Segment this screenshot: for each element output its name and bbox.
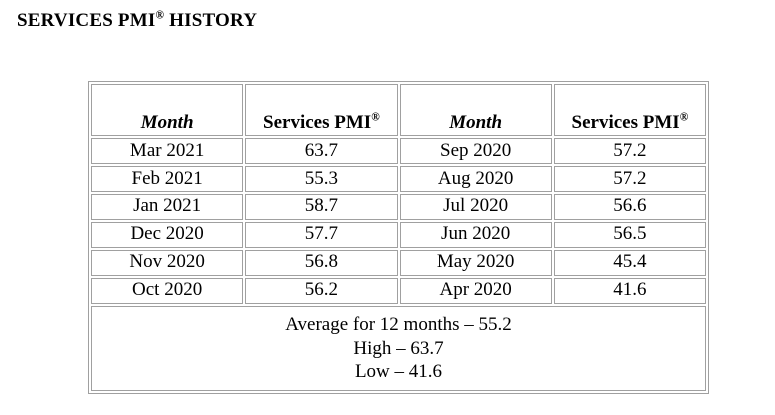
pmi-history-table-container: Month Services PMI® Month Services PMI® …	[88, 81, 709, 394]
column-header-pmi-b: Services PMI®	[553, 84, 706, 136]
cell-month: Oct 2020	[91, 277, 244, 304]
column-header-month-a: Month	[91, 84, 244, 136]
cell-month: Jul 2020	[399, 193, 552, 220]
cell-month: Jun 2020	[399, 221, 552, 248]
summary-average: Average for 12 months – 55.2	[285, 313, 512, 335]
cell-month: Mar 2021	[91, 138, 244, 164]
table-row: Mar 2021 63.7 Sep 2020 57.2	[91, 138, 706, 164]
table-row: Feb 2021 55.3 Aug 2020 57.2	[91, 165, 706, 192]
cell-month: Feb 2021	[91, 165, 244, 192]
cell-month: Sep 2020	[399, 138, 552, 164]
table-row: Dec 2020 57.7 Jun 2020 56.5	[91, 221, 706, 248]
cell-pmi: 56.2	[245, 277, 398, 304]
cell-pmi: 56.8	[245, 249, 398, 276]
summary-row: Average for 12 months – 55.2 High – 63.7…	[91, 305, 706, 391]
cell-month: Aug 2020	[399, 165, 552, 192]
summary-low: Low – 41.6	[354, 361, 443, 383]
cell-month: Nov 2020	[91, 249, 244, 276]
page-title: SERVICES PMI® HISTORY	[17, 10, 257, 32]
cell-pmi: 57.7	[245, 221, 398, 248]
page-title-rest: HISTORY	[164, 10, 258, 31]
column-header-month-b: Month	[399, 84, 552, 136]
column-header-pmi-a: Services PMI®	[245, 84, 398, 136]
cell-pmi: 56.6	[553, 193, 706, 220]
registered-mark: ®	[155, 9, 165, 22]
table-header-row: Month Services PMI® Month Services PMI®	[91, 84, 706, 136]
pmi-history-table: Month Services PMI® Month Services PMI® …	[89, 82, 708, 393]
cell-month: Jan 2021	[91, 193, 244, 220]
cell-month: Apr 2020	[399, 277, 552, 304]
cell-pmi: 55.3	[245, 165, 398, 192]
summary-high: High – 63.7	[353, 337, 444, 359]
cell-pmi: 56.5	[553, 221, 706, 248]
table-row: Oct 2020 56.2 Apr 2020 41.6	[91, 277, 706, 304]
page-title-main: SERVICES PMI	[17, 10, 156, 31]
summary-cell: Average for 12 months – 55.2 High – 63.7…	[91, 305, 706, 391]
cell-pmi: 58.7	[245, 193, 398, 220]
cell-pmi: 57.2	[553, 138, 706, 164]
cell-pmi: 45.4	[553, 249, 706, 276]
cell-pmi: 57.2	[553, 165, 706, 192]
cell-pmi: 63.7	[245, 138, 398, 164]
table-row: Jan 2021 58.7 Jul 2020 56.6	[91, 193, 706, 220]
cell-pmi: 41.6	[553, 277, 706, 304]
table-row: Nov 2020 56.8 May 2020 45.4	[91, 249, 706, 276]
cell-month: May 2020	[399, 249, 552, 276]
cell-month: Dec 2020	[91, 221, 244, 248]
